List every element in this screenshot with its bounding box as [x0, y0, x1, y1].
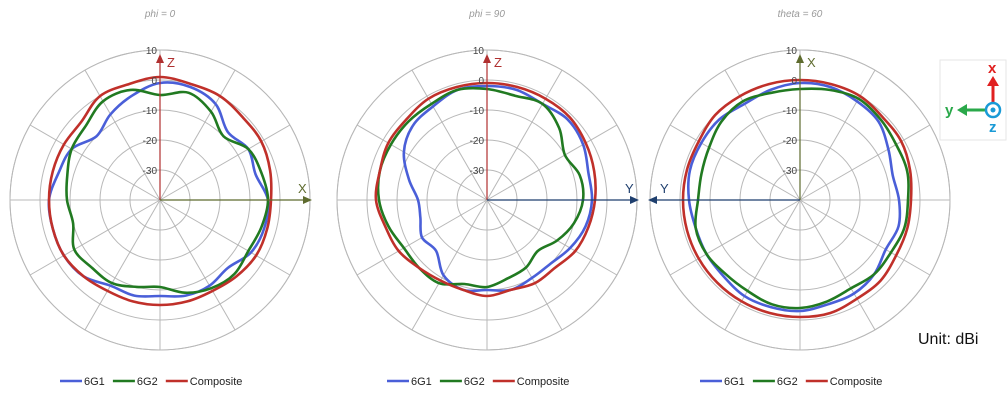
- grid-spoke: [84, 69, 161, 201]
- legend-label: Composite: [190, 376, 243, 388]
- coord-z-dot: [990, 107, 996, 113]
- legend: 6G1 6G2 Composite: [60, 376, 242, 388]
- grid-spoke: [29, 199, 161, 276]
- legend-label: 6G2: [777, 376, 798, 388]
- coord-x-label: x: [988, 60, 997, 77]
- legend-item-composite: Composite: [165, 376, 243, 388]
- radial-tick-label: 0: [151, 76, 157, 87]
- radial-tick-label: -30: [783, 166, 798, 177]
- axis-arrowhead: [796, 54, 804, 63]
- grid-spoke: [669, 124, 801, 201]
- legend-item-6g2: 6G2: [439, 376, 485, 388]
- axis-label: Z: [167, 55, 175, 70]
- series-line-composite: [374, 81, 597, 298]
- chart-title: theta = 60: [778, 9, 823, 20]
- legend-label: 6G1: [724, 376, 745, 388]
- grid-spoke: [669, 199, 801, 276]
- radial-tick-label: 0: [478, 76, 484, 87]
- axis-arrowhead: [303, 196, 312, 204]
- grid-spoke: [724, 69, 801, 201]
- series-line-6g1: [686, 81, 902, 313]
- grid-spoke: [799, 69, 876, 201]
- radial-tick-label: -20: [143, 136, 158, 147]
- polar-chart-2: phi = 90 Z Y 10 0 -10 -20 -30 6G1 6G2 Composite: [336, 9, 639, 388]
- grid-spoke: [799, 199, 876, 331]
- legend-label: Composite: [830, 376, 883, 388]
- series-line-6g1: [47, 81, 270, 298]
- legend-item-6g2: 6G2: [112, 376, 158, 388]
- grid-spoke: [356, 124, 488, 201]
- legend-label: 6G2: [137, 376, 158, 388]
- coord-z-label: z: [989, 119, 997, 136]
- coordinate-system-icon: x y z: [939, 59, 1007, 141]
- grid-spoke: [159, 69, 236, 201]
- grid-spoke: [799, 124, 931, 201]
- legend-label: Composite: [517, 376, 570, 388]
- radial-tick-label: -10: [143, 106, 158, 117]
- coord-y-arrowhead: [957, 104, 967, 116]
- axis-label: Y: [660, 181, 669, 196]
- grid-spoke: [159, 124, 291, 201]
- polar-chart-1: phi = 0 Z X 10 0 -10 -20 -30 6G1 6G2 Composite: [9, 9, 312, 388]
- legend-item-6g1: 6G1: [700, 376, 745, 388]
- series-line-composite: [681, 78, 913, 319]
- radial-tick-label: 10: [473, 46, 485, 57]
- radial-tick-label: -30: [143, 166, 158, 177]
- radial-tick-label: -30: [470, 166, 485, 177]
- polar-chart-3: theta = 60 X Y 10 0 -10 -20 -30 6G1 6G2 Composite: [648, 9, 951, 388]
- axis-label: X: [298, 181, 307, 196]
- axis-arrowhead: [648, 196, 657, 204]
- grid-spoke: [486, 69, 563, 201]
- axis-arrowhead: [483, 54, 491, 63]
- chart-title: phi = 0: [144, 9, 176, 20]
- unit-label: Unit: dBi: [918, 331, 978, 348]
- legend-item-6g2: 6G2: [752, 376, 798, 388]
- axis-arrowhead: [156, 54, 164, 63]
- coord-x-arrowhead: [987, 76, 999, 86]
- series-line-composite: [47, 75, 273, 307]
- legend: 6G1 6G2 Composite: [387, 376, 569, 388]
- grid-spoke: [486, 199, 618, 276]
- coord-frame: [939, 59, 1007, 141]
- grid-spoke: [159, 199, 236, 331]
- axis-label: X: [807, 55, 816, 70]
- series-line-6g1: [402, 84, 594, 293]
- legend-item-6g1: 6G1: [387, 376, 432, 388]
- legend-item-composite: Composite: [805, 376, 883, 388]
- series-line-6g2: [376, 86, 585, 289]
- grid-spoke: [411, 69, 488, 201]
- radial-tick-label: 10: [786, 46, 798, 57]
- series-line-6g2: [694, 87, 910, 310]
- grid-spoke: [724, 199, 801, 331]
- radial-tick-label: 10: [146, 46, 158, 57]
- grid-spoke: [486, 199, 563, 331]
- grid-spoke: [799, 199, 931, 276]
- legend-label: 6G1: [84, 376, 105, 388]
- grid-spoke: [159, 199, 291, 276]
- grid-spoke: [29, 124, 161, 201]
- chart-title: phi = 90: [468, 9, 505, 20]
- radial-tick-label: 0: [791, 76, 797, 87]
- legend-item-6g1: 6G1: [60, 376, 105, 388]
- radial-tick-label: -20: [470, 136, 485, 147]
- legend: 6G1 6G2 Composite: [700, 376, 882, 388]
- legend-label: 6G1: [411, 376, 432, 388]
- axis-label: Z: [494, 55, 502, 70]
- radial-tick-label: -10: [470, 106, 485, 117]
- grid-spoke: [411, 199, 488, 331]
- series-line-6g2: [65, 88, 270, 295]
- legend-item-composite: Composite: [492, 376, 570, 388]
- axis-label: Y: [625, 181, 634, 196]
- grid-spoke: [84, 199, 161, 331]
- coord-y-label: y: [945, 102, 954, 119]
- grid-spoke: [486, 124, 618, 201]
- legend-label: 6G2: [464, 376, 485, 388]
- axis-arrowhead: [630, 196, 639, 204]
- radial-tick-label: -10: [783, 106, 798, 117]
- radial-tick-label: -20: [783, 136, 798, 147]
